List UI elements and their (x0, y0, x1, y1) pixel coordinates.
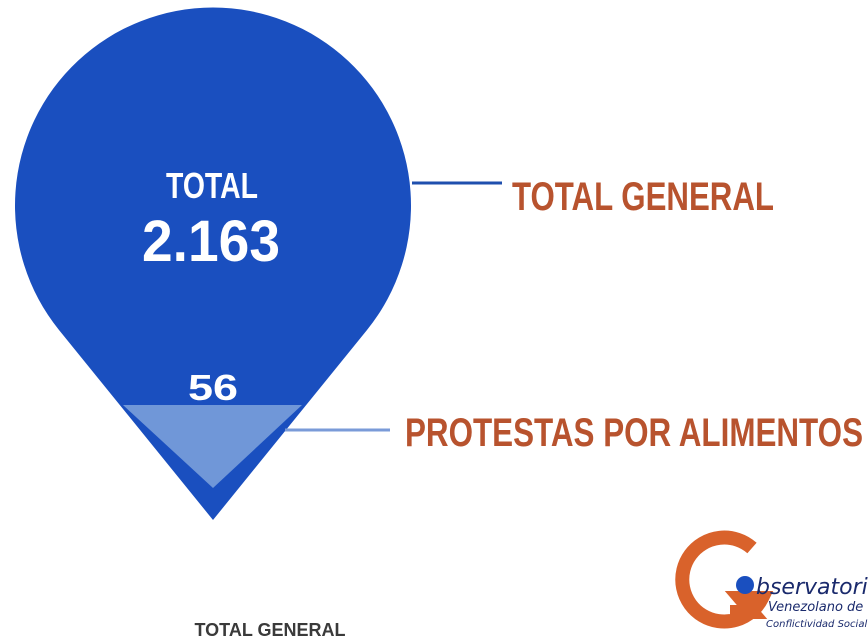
logo-name: bservatorio (756, 575, 868, 600)
logo-line: Conflictividad Social (766, 619, 867, 630)
subset-caption: PROTESTAS POR ALIMENTOS (405, 411, 863, 455)
logo-line: Venezolano de (768, 600, 863, 615)
subset-value: 56 (188, 367, 238, 408)
logo: bservatorio Venezolano de Conflictividad… (675, 530, 868, 630)
total-caption: TOTAL GENERAL (512, 175, 774, 219)
logo-mark (675, 530, 774, 629)
footer: TOTAL GENERAL (194, 620, 345, 639)
subset-triangle (123, 405, 302, 488)
logo-dot (736, 576, 754, 594)
total-label: TOTAL (166, 165, 258, 206)
pin-shape (14, 7, 411, 520)
total-value: 2.163 (142, 209, 280, 274)
